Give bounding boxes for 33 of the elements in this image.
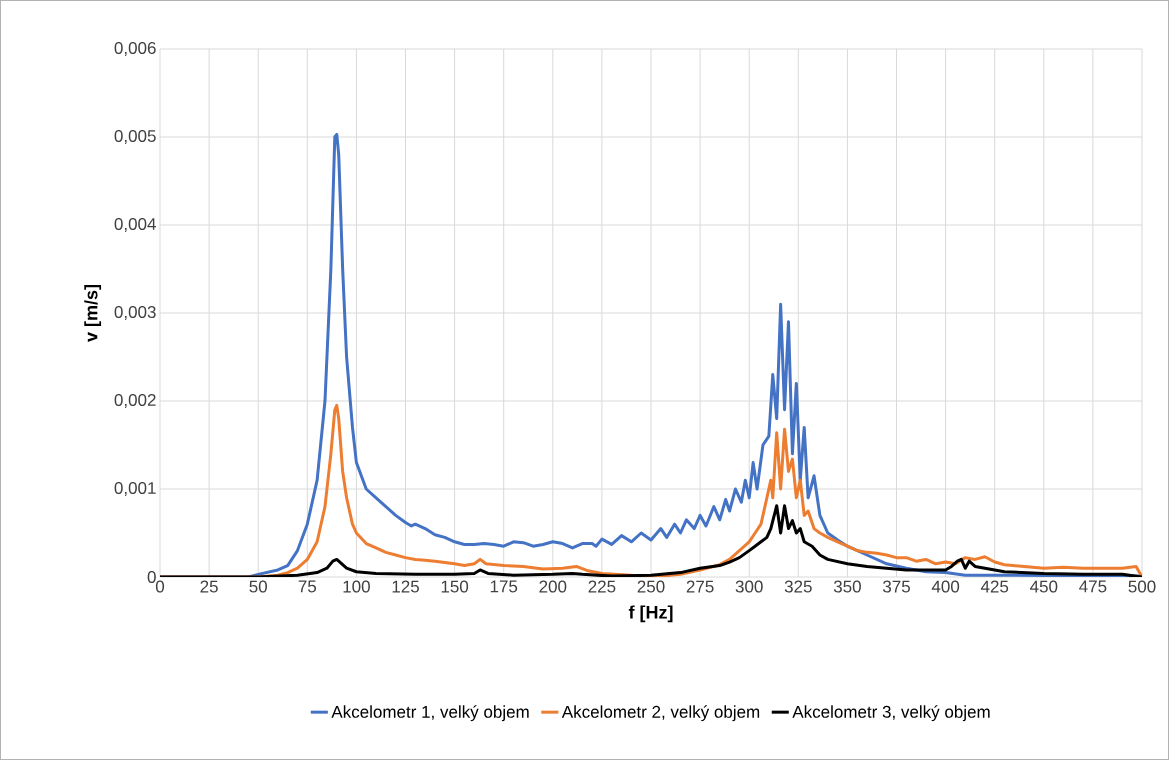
x-tick-label: 375 — [882, 580, 910, 593]
x-tick-label: 325 — [784, 580, 812, 593]
x-tick-label: 75 — [298, 580, 317, 593]
x-tick-label: 100 — [343, 580, 370, 593]
y-tick-label: 0,004 — [114, 217, 156, 233]
x-tick-label: 225 — [588, 580, 616, 593]
x-tick-label: 400 — [931, 580, 960, 593]
legend-label: Akcelometr 1, velký objem — [331, 705, 529, 722]
x-tick-label: 50 — [249, 580, 267, 593]
x-tick-label: 300 — [735, 580, 763, 593]
y-tick-label: 0,006 — [114, 41, 156, 57]
x-tick-label: 275 — [686, 580, 714, 593]
y-tick-label: 0,003 — [114, 305, 156, 321]
y-tick-label: 0,002 — [114, 393, 156, 409]
x-tick-label: 200 — [539, 580, 567, 593]
x-axis-title: f [Hz] — [628, 605, 673, 623]
x-tick-label: 450 — [1030, 580, 1058, 593]
y-tick-label: 0,001 — [114, 481, 156, 497]
x-tick-label: 150 — [441, 580, 469, 593]
legend-label: Akcelometr 2, velký objem — [561, 705, 760, 722]
legend-label: Akcelometr 3, velký objem — [792, 705, 990, 722]
x-tick-label: 125 — [392, 580, 419, 593]
x-tick-label: 175 — [490, 580, 518, 593]
x-tick-label: 250 — [637, 580, 665, 593]
x-tick-label: 0 — [155, 580, 165, 593]
x-tick-label: 500 — [1128, 580, 1156, 593]
y-tick-label: 0,005 — [114, 129, 156, 145]
x-tick-label: 475 — [1079, 580, 1107, 593]
x-tick-label: 25 — [200, 580, 218, 593]
x-tick-label: 350 — [833, 580, 861, 593]
x-tick-label: 425 — [980, 580, 1009, 593]
y-axis-title: v [m/s] — [84, 285, 102, 342]
y-tick-label: 0 — [147, 570, 156, 584]
